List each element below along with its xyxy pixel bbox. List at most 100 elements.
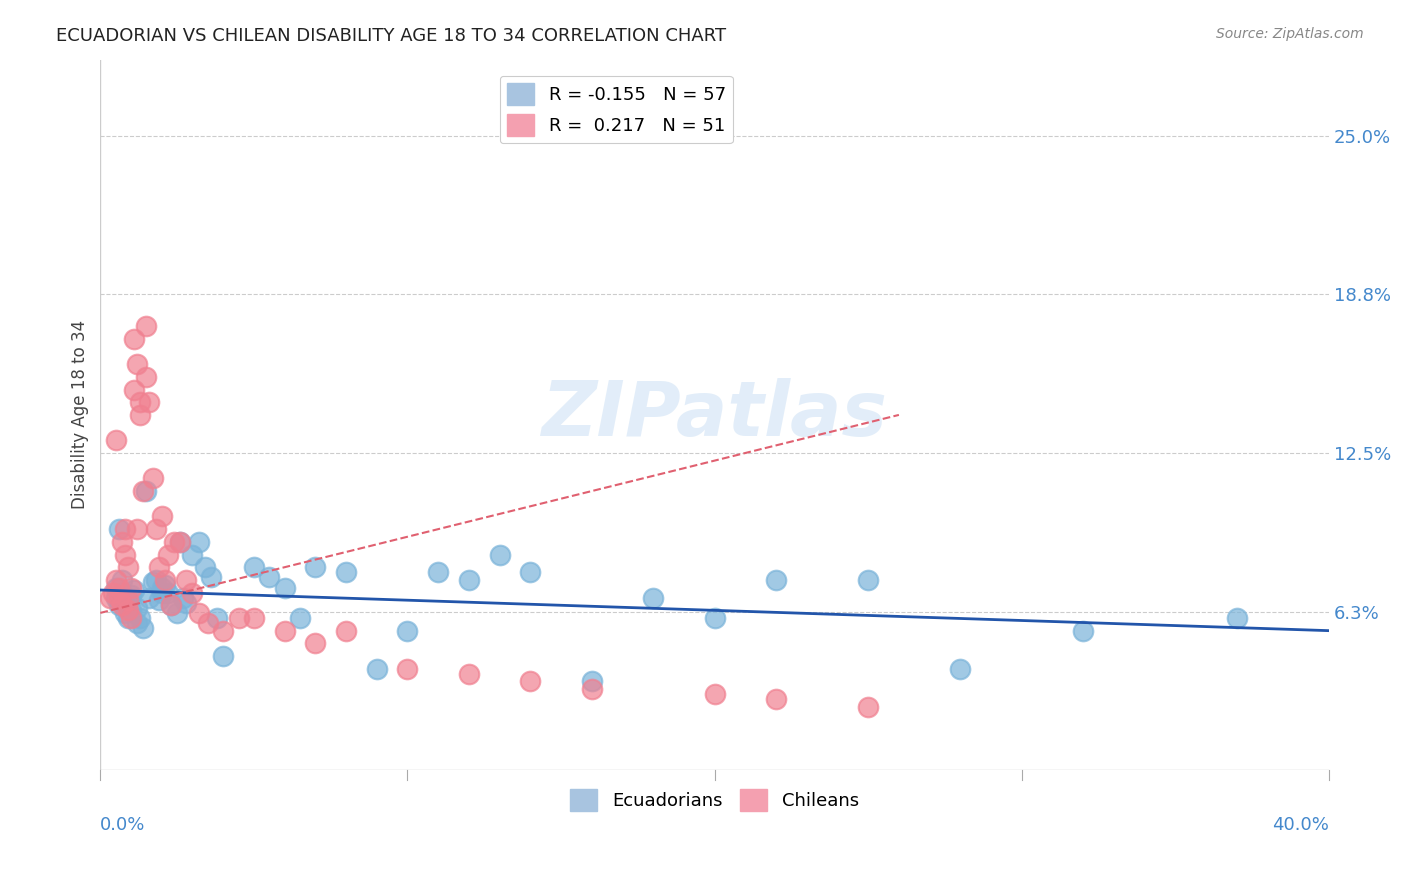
Point bbox=[488, 548, 510, 562]
Point bbox=[132, 621, 155, 635]
Point bbox=[197, 615, 219, 630]
Point bbox=[145, 573, 167, 587]
Point bbox=[98, 591, 121, 605]
Point bbox=[181, 548, 204, 562]
Point bbox=[111, 585, 134, 599]
Point bbox=[122, 383, 145, 397]
Point bbox=[273, 624, 295, 638]
Point bbox=[765, 573, 787, 587]
Point bbox=[104, 591, 127, 605]
Point bbox=[111, 573, 134, 587]
Point bbox=[142, 471, 165, 485]
Point bbox=[703, 611, 725, 625]
Point bbox=[856, 699, 879, 714]
Point bbox=[117, 611, 139, 625]
Point bbox=[104, 581, 127, 595]
Point bbox=[581, 681, 603, 696]
Point bbox=[138, 395, 160, 409]
Point bbox=[949, 662, 972, 676]
Point bbox=[117, 603, 139, 617]
Point bbox=[135, 484, 157, 499]
Point bbox=[205, 611, 228, 625]
Point bbox=[643, 591, 665, 605]
Point bbox=[120, 581, 142, 595]
Point bbox=[127, 615, 149, 630]
Point bbox=[153, 573, 176, 587]
Point bbox=[129, 395, 152, 409]
Point bbox=[145, 522, 167, 536]
Point bbox=[396, 662, 419, 676]
Point bbox=[107, 591, 129, 605]
Point bbox=[273, 581, 295, 595]
Text: ECUADORIAN VS CHILEAN DISABILITY AGE 18 TO 34 CORRELATION CHART: ECUADORIAN VS CHILEAN DISABILITY AGE 18 … bbox=[56, 27, 727, 45]
Text: Source: ZipAtlas.com: Source: ZipAtlas.com bbox=[1216, 27, 1364, 41]
Point bbox=[194, 560, 217, 574]
Point bbox=[172, 591, 194, 605]
Point bbox=[335, 566, 357, 580]
Point bbox=[129, 611, 152, 625]
Point bbox=[1226, 611, 1249, 625]
Text: 0.0%: 0.0% bbox=[100, 816, 146, 834]
Point bbox=[396, 624, 419, 638]
Point bbox=[122, 332, 145, 346]
Point bbox=[519, 566, 541, 580]
Point bbox=[169, 534, 191, 549]
Point bbox=[107, 581, 129, 595]
Point bbox=[160, 599, 183, 613]
Point bbox=[212, 624, 235, 638]
Point bbox=[138, 591, 160, 605]
Point bbox=[153, 578, 176, 592]
Point bbox=[243, 611, 266, 625]
Point bbox=[228, 611, 250, 625]
Point bbox=[160, 599, 183, 613]
Point bbox=[156, 548, 179, 562]
Point bbox=[458, 666, 481, 681]
Point bbox=[111, 534, 134, 549]
Point bbox=[127, 522, 149, 536]
Point bbox=[243, 560, 266, 574]
Point bbox=[366, 662, 388, 676]
Point bbox=[114, 522, 136, 536]
Point bbox=[120, 611, 142, 625]
Point bbox=[765, 692, 787, 706]
Point bbox=[335, 624, 357, 638]
Point bbox=[176, 596, 198, 610]
Point bbox=[114, 596, 136, 610]
Y-axis label: Disability Age 18 to 34: Disability Age 18 to 34 bbox=[72, 320, 89, 509]
Point bbox=[111, 599, 134, 613]
Point bbox=[117, 593, 139, 607]
Point bbox=[187, 606, 209, 620]
Point bbox=[163, 534, 186, 549]
Point bbox=[129, 408, 152, 422]
Point bbox=[304, 636, 326, 650]
Point bbox=[107, 522, 129, 536]
Point bbox=[176, 573, 198, 587]
Point bbox=[150, 585, 173, 599]
Point bbox=[581, 674, 603, 689]
Point bbox=[122, 582, 145, 597]
Point bbox=[142, 575, 165, 590]
Point bbox=[187, 534, 209, 549]
Point bbox=[104, 434, 127, 448]
Point bbox=[104, 573, 127, 587]
Point bbox=[458, 573, 481, 587]
Point bbox=[150, 581, 173, 595]
Point bbox=[132, 484, 155, 499]
Text: ZIPatlas: ZIPatlas bbox=[541, 378, 887, 452]
Point bbox=[117, 560, 139, 574]
Legend: Ecuadorians, Chileans: Ecuadorians, Chileans bbox=[562, 781, 866, 818]
Point bbox=[135, 369, 157, 384]
Point bbox=[148, 593, 170, 607]
Point bbox=[114, 606, 136, 620]
Point bbox=[519, 674, 541, 689]
Point bbox=[288, 611, 311, 625]
Point bbox=[114, 548, 136, 562]
Point bbox=[127, 357, 149, 371]
Point bbox=[150, 509, 173, 524]
Point bbox=[135, 319, 157, 334]
Point bbox=[148, 560, 170, 574]
Point bbox=[1071, 624, 1094, 638]
Point bbox=[120, 588, 142, 602]
Point bbox=[117, 593, 139, 607]
Point bbox=[107, 599, 129, 613]
